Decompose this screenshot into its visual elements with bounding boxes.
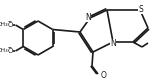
Text: O: O xyxy=(7,20,13,30)
Text: S: S xyxy=(139,4,143,14)
Text: O: O xyxy=(101,70,106,80)
Text: O: O xyxy=(7,46,13,56)
Text: N: N xyxy=(85,12,91,22)
Text: O: O xyxy=(7,22,13,28)
Text: O: O xyxy=(7,48,13,54)
Text: CH₃: CH₃ xyxy=(0,48,8,54)
Text: CH₃: CH₃ xyxy=(0,22,8,28)
Text: N: N xyxy=(110,40,116,48)
